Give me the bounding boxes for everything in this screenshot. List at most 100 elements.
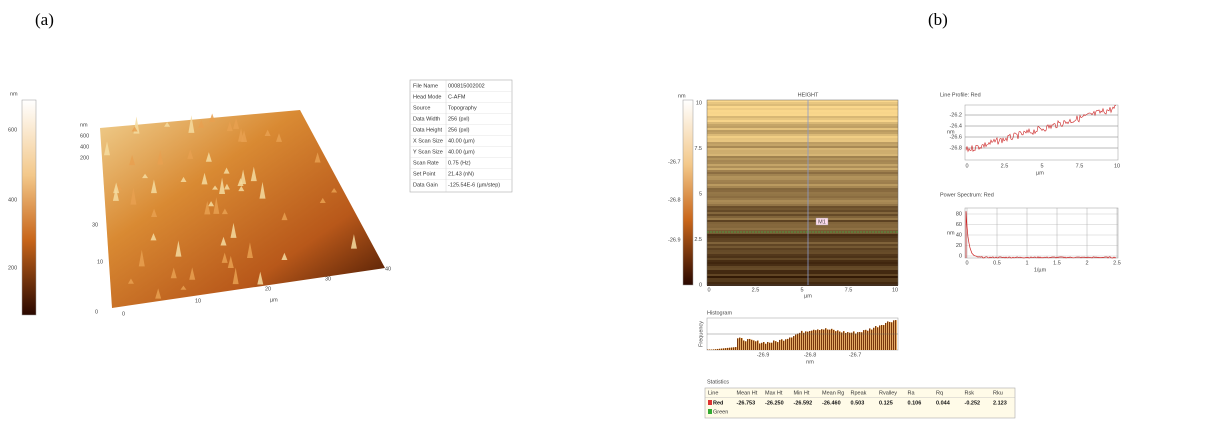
image-row (707, 204, 898, 206)
marker (815, 217, 829, 226)
image-row (707, 252, 898, 254)
hist-bar (727, 347, 729, 350)
x-tick: 40 (385, 266, 391, 272)
image-row (707, 268, 898, 270)
hist-bar (797, 333, 799, 350)
cell: -26.592 (794, 400, 813, 406)
hist-bar (845, 332, 847, 350)
image-row (707, 196, 898, 198)
hist-bar (825, 328, 827, 350)
info-value: 0.75 (Hz) (448, 160, 471, 166)
x-tick: 7.5 (845, 287, 853, 293)
info-key: Set Point (413, 171, 436, 177)
y-tick: 10 (97, 259, 103, 265)
image-row (707, 254, 898, 256)
tick-label: -26.8 (668, 197, 681, 203)
peak (129, 154, 136, 166)
histogram-title: Histogram (707, 310, 732, 316)
peak (221, 208, 228, 215)
peak (112, 187, 119, 201)
peak (205, 152, 212, 162)
hist-bar (861, 332, 863, 350)
surface (100, 110, 385, 308)
x-unit: nm (806, 359, 814, 365)
peak (350, 234, 357, 249)
image-row (707, 160, 898, 162)
image-row (707, 126, 898, 128)
image-row (707, 138, 898, 140)
hist-bar (851, 332, 853, 350)
image-row (707, 250, 898, 252)
image-row (707, 178, 898, 180)
image-row (707, 118, 898, 120)
marker-label: M1 (818, 219, 826, 225)
hist-bar (813, 329, 815, 350)
image-row (707, 104, 898, 106)
image-row (707, 264, 898, 266)
peak (104, 141, 111, 156)
peak (142, 173, 149, 179)
y-tick: 5 (699, 191, 702, 197)
hist-bar (767, 341, 769, 350)
peak (220, 236, 227, 246)
x-tick: 2.5 (1113, 260, 1121, 266)
hist-bar (801, 330, 803, 350)
image-row (707, 120, 898, 122)
hist-bar (765, 343, 767, 350)
x-tick: 0 (965, 260, 968, 266)
tick-label: -26.7 (668, 159, 681, 165)
info-key: X Scan Size (413, 138, 443, 144)
image-row (707, 156, 898, 158)
peak (238, 185, 245, 192)
hist-bar (789, 337, 791, 350)
peak (257, 271, 264, 285)
cell: -0.252 (965, 400, 981, 406)
x-tick: -26.9 (757, 352, 770, 358)
x-tick: 20 (265, 286, 271, 292)
y-tick: 20 (956, 243, 962, 249)
hist-bar (819, 330, 821, 350)
cell: Red (713, 400, 723, 406)
image-row (707, 212, 898, 214)
image-row (707, 274, 898, 276)
hist-bar (833, 329, 835, 350)
image-row (707, 280, 898, 282)
peak (180, 176, 187, 182)
x-tick: 7.5 (1076, 163, 1084, 169)
col-header: Mean Rg (822, 390, 844, 396)
cell: -26.460 (822, 400, 841, 406)
hist-bar (821, 329, 823, 350)
hist-bar (795, 334, 797, 350)
hist-bar (721, 348, 723, 350)
image-row (707, 152, 898, 154)
peak (223, 167, 230, 174)
peak (189, 267, 196, 280)
image-row (707, 186, 898, 188)
image-row (707, 226, 898, 228)
info-key: Data Width (413, 116, 440, 122)
hist-bar (745, 341, 747, 350)
hist-bar (891, 322, 893, 350)
col-header: Max Ht (765, 390, 783, 396)
hist-bar (709, 349, 711, 350)
tick-label: 200 (8, 265, 17, 271)
psd-frame (964, 207, 1119, 259)
info-value: 40.00 (µm) (448, 149, 475, 155)
x-tick: -26.8 (804, 352, 817, 358)
hist-bar (835, 331, 837, 350)
hist-bar (783, 340, 785, 350)
z-tick: 600 (80, 133, 89, 139)
z-unit: nm (80, 122, 88, 128)
image-row (707, 266, 898, 268)
panel-label: (a) (35, 10, 54, 29)
image-row (707, 198, 898, 200)
hist-bar (775, 341, 777, 350)
hist-bar (791, 337, 793, 350)
hist-bar (875, 326, 877, 350)
swatch (708, 400, 712, 405)
col-header: Line (708, 390, 718, 396)
peak (281, 252, 288, 261)
x-tick: 30 (325, 276, 331, 282)
y-unit: nm (947, 230, 955, 236)
cell: 0.106 (908, 400, 922, 406)
